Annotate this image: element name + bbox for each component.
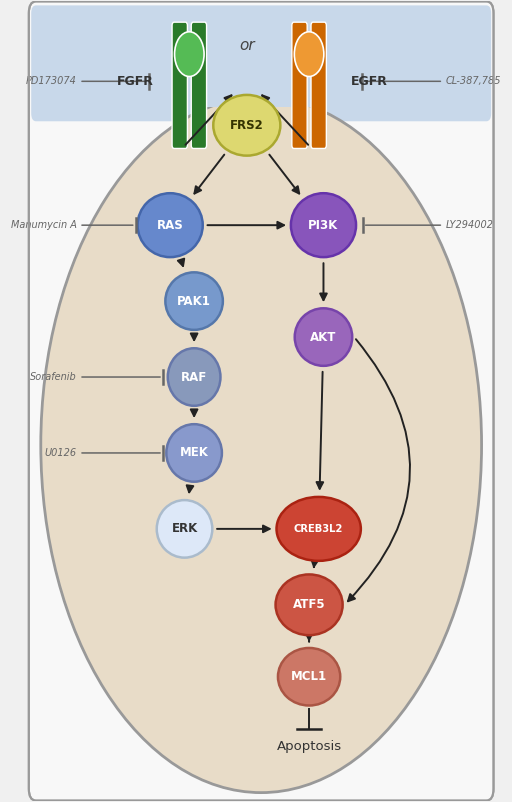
Text: MEK: MEK xyxy=(180,447,208,460)
FancyArrowPatch shape xyxy=(348,339,410,602)
FancyArrowPatch shape xyxy=(311,560,318,567)
Text: RAF: RAF xyxy=(181,371,207,383)
Text: ERK: ERK xyxy=(172,522,198,536)
FancyBboxPatch shape xyxy=(191,22,206,148)
FancyBboxPatch shape xyxy=(36,14,486,107)
FancyBboxPatch shape xyxy=(31,6,491,121)
FancyArrowPatch shape xyxy=(320,263,327,300)
Text: AKT: AKT xyxy=(310,330,337,343)
Text: PI3K: PI3K xyxy=(308,219,338,232)
FancyArrowPatch shape xyxy=(269,155,299,193)
Ellipse shape xyxy=(295,308,352,366)
Text: MCL1: MCL1 xyxy=(291,670,327,683)
Ellipse shape xyxy=(275,574,343,635)
Text: RAS: RAS xyxy=(157,219,183,232)
Ellipse shape xyxy=(278,648,340,706)
Text: CL-387,785: CL-387,785 xyxy=(445,76,501,87)
Ellipse shape xyxy=(175,32,204,76)
FancyArrowPatch shape xyxy=(306,633,312,642)
Ellipse shape xyxy=(157,500,212,557)
FancyArrowPatch shape xyxy=(316,372,323,488)
Ellipse shape xyxy=(291,193,356,257)
Ellipse shape xyxy=(214,95,281,156)
Text: or: or xyxy=(239,38,254,53)
FancyArrowPatch shape xyxy=(207,222,284,229)
FancyArrowPatch shape xyxy=(262,95,308,145)
FancyBboxPatch shape xyxy=(172,22,187,148)
Text: EGFR: EGFR xyxy=(351,75,388,87)
Ellipse shape xyxy=(276,497,361,561)
FancyArrowPatch shape xyxy=(195,155,224,193)
Ellipse shape xyxy=(165,273,223,330)
Text: LY294002: LY294002 xyxy=(445,221,494,230)
Text: Manumycin A: Manumycin A xyxy=(11,221,77,230)
Ellipse shape xyxy=(41,97,482,792)
FancyArrowPatch shape xyxy=(191,334,198,340)
Ellipse shape xyxy=(168,348,221,406)
Text: PAK1: PAK1 xyxy=(177,294,211,308)
FancyBboxPatch shape xyxy=(29,2,494,800)
Text: U0126: U0126 xyxy=(45,448,77,458)
Ellipse shape xyxy=(294,32,324,76)
Text: PD173074: PD173074 xyxy=(26,76,77,87)
Text: Sorafenib: Sorafenib xyxy=(30,372,77,382)
Text: ATF5: ATF5 xyxy=(293,598,326,611)
Text: FGFR: FGFR xyxy=(117,75,154,87)
FancyBboxPatch shape xyxy=(292,22,307,148)
FancyArrowPatch shape xyxy=(191,409,198,416)
Ellipse shape xyxy=(166,424,222,482)
FancyBboxPatch shape xyxy=(311,22,326,148)
Text: Apoptosis: Apoptosis xyxy=(276,739,342,753)
Ellipse shape xyxy=(138,193,203,257)
FancyArrowPatch shape xyxy=(185,95,231,145)
Text: CREB3L2: CREB3L2 xyxy=(294,524,344,534)
FancyArrowPatch shape xyxy=(178,259,184,266)
FancyArrowPatch shape xyxy=(187,485,194,492)
FancyArrowPatch shape xyxy=(217,525,270,533)
Text: FRS2: FRS2 xyxy=(230,119,264,132)
